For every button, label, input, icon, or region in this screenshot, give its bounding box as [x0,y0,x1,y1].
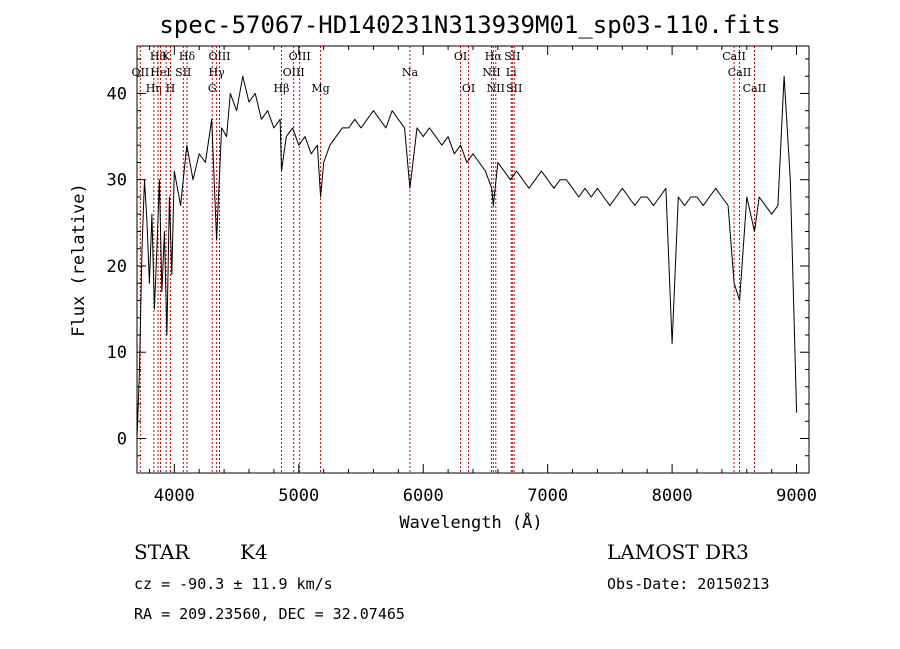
redshift-info: cz = -90.3 ± 11.9 km/s [134,575,333,593]
object-class: STAR [134,540,190,564]
x-tick-label-4: 8000 [652,486,693,506]
marker-label-23: SII [506,82,522,95]
marker-label-10: OIII [208,50,230,63]
axis-ticks: 4000 5000 6000 7000 8000 9000 0 10 20 30 40 [107,46,817,506]
marker-label-2: Hθ [150,50,167,63]
coordinates: RA = 209.23560, DEC = 32.07465 [134,605,405,623]
marker-label-6: SII [175,66,191,79]
marker-label-22: SII [504,50,520,63]
spectrum-line-0 [136,75,798,439]
chart-title: spec-57067-HD140231N313939M01_sp03-110.f… [159,11,780,39]
marker-label-21: Li [506,66,517,79]
marker-label-1: Hη [146,82,162,95]
marker-label-18: NII [482,66,500,79]
y-tick-label-0: 0 [117,429,127,449]
obs-date: Obs-Date: 20150213 [607,575,770,593]
x-tick-label-3: 7000 [527,486,568,506]
line-markers: OII Hη Hθ HeI K H SII Hδ G Hγ OIII Hβ OIII OIII Mg Na OI… [132,46,767,473]
marker-label-25: CaII [728,66,752,79]
marker-label-9: Hγ [209,66,226,79]
marker-label-20: NII [487,82,505,95]
marker-label-7: Hδ [179,50,196,63]
object-subclass: K4 [240,540,268,564]
y-axis-title: Flux (relative) [69,183,89,337]
x-tick-label-2: 6000 [403,486,444,506]
x-tick-label-0: 4000 [154,486,195,506]
marker-label-8: G [208,82,217,95]
series-layer [136,75,798,439]
marker-label-11: Hβ [274,82,290,95]
marker-label-24: CaII [722,50,746,63]
y-tick-label-3: 30 [107,171,127,191]
marker-label-19: Hα [485,50,503,63]
plot-frame [136,45,810,474]
marker-label-14: Mg [311,82,329,95]
y-tick-label-4: 40 [107,84,127,104]
y-tick-label-2: 20 [107,257,127,277]
marker-label-0: OII [132,66,150,79]
marker-label-5: H [166,82,176,95]
marker-label-12: OIII [283,66,305,79]
survey-name: LAMOST DR3 [607,540,749,564]
marker-label-26: CaII [743,82,767,95]
y-tick-label-1: 10 [107,343,127,363]
marker-label-3: HeI [150,66,170,79]
x-axis-title: Wavelength (Å) [399,511,542,533]
x-tick-label-5: 9000 [776,486,817,506]
marker-label-13: OIII [289,50,311,63]
marker-label-16: OI [454,50,467,63]
x-tick-label-1: 5000 [278,486,319,506]
marker-label-17: OI [462,82,475,95]
marker-label-15: Na [402,66,419,79]
marker-label-4: K [162,50,171,63]
